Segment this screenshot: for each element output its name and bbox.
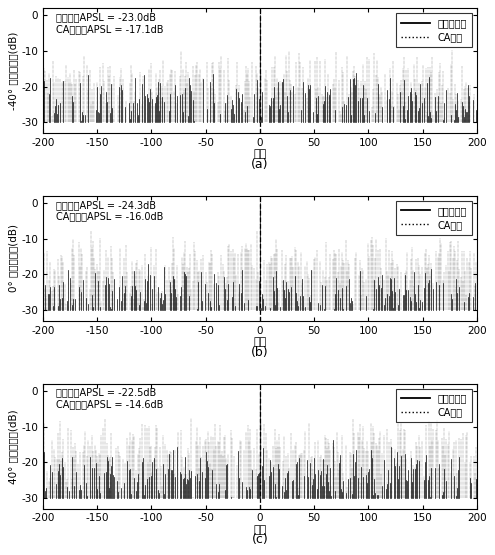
Text: (c): (c) bbox=[251, 533, 268, 547]
Text: (b): (b) bbox=[251, 346, 269, 359]
Y-axis label: 40° 信号自相关(dB): 40° 信号自相关(dB) bbox=[8, 409, 18, 483]
Legend: 本发明方法, CA算法: 本发明方法, CA算法 bbox=[396, 13, 472, 47]
Text: 本发明：APSL = -23.0dB
CA算法：APSL = -17.1dB: 本发明：APSL = -23.0dB CA算法：APSL = -17.1dB bbox=[56, 12, 163, 34]
Text: 本发明：APSL = -24.3dB
CA算法：APSL = -16.0dB: 本发明：APSL = -24.3dB CA算法：APSL = -16.0dB bbox=[56, 200, 163, 221]
Text: 本发明：APSL = -22.5dB
CA算法：APSL = -14.6dB: 本发明：APSL = -22.5dB CA算法：APSL = -14.6dB bbox=[56, 387, 163, 409]
Legend: 本发明方法, CA算法: 本发明方法, CA算法 bbox=[396, 388, 472, 422]
Y-axis label: 0° 信号自相关(dB): 0° 信号自相关(dB) bbox=[8, 224, 18, 292]
Text: (a): (a) bbox=[251, 158, 269, 171]
Legend: 本发明方法, CA算法: 本发明方法, CA算法 bbox=[396, 201, 472, 235]
X-axis label: 时延: 时延 bbox=[253, 337, 266, 347]
X-axis label: 时延: 时延 bbox=[253, 525, 266, 535]
X-axis label: 时延: 时延 bbox=[253, 149, 266, 159]
Y-axis label: -40° 信号自相关(dB): -40° 信号自相关(dB) bbox=[8, 32, 18, 110]
